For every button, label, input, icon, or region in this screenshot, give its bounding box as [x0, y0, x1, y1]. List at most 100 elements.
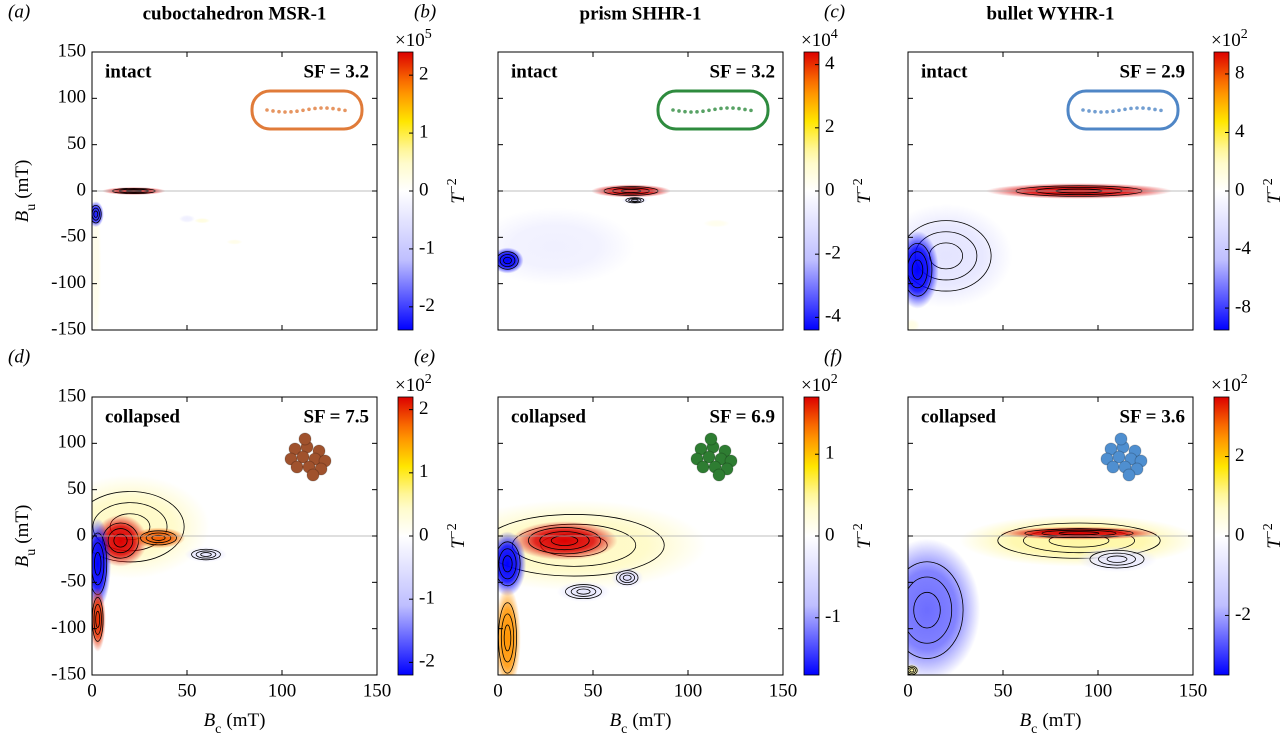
inset-particle	[298, 432, 312, 446]
inset-particle	[671, 108, 675, 112]
colorbar-label-part: −2	[851, 523, 866, 538]
contour-line	[93, 210, 99, 218]
sf-label: SF = 3.2	[709, 61, 775, 82]
inset-particle	[695, 110, 699, 114]
x-tick-label: 50	[994, 680, 1013, 701]
inset-outline	[250, 89, 364, 131]
state-label: collapsed	[511, 406, 586, 427]
contour-line	[191, 548, 221, 561]
y-tick-label: 50	[67, 478, 86, 499]
colorbar-tick-label: 2	[1235, 445, 1245, 466]
contour-line	[503, 624, 512, 652]
colorbar-tick-label: -2	[419, 651, 435, 672]
x-tick-label: 0	[903, 680, 913, 701]
contour-line	[502, 555, 513, 573]
y-tick-label: 100	[58, 87, 87, 108]
colorbar-tick-label: 0	[419, 179, 429, 200]
inset-particle	[701, 109, 705, 113]
contour-line	[200, 552, 212, 557]
inset-particle	[1117, 108, 1121, 113]
x-axis-label-part: c	[1031, 722, 1037, 737]
y-axis-label: Bu (mT)	[12, 505, 38, 568]
colorbar-label-part: −2	[1261, 523, 1276, 538]
inset-particle	[289, 110, 293, 114]
forc-peak	[179, 214, 195, 223]
inset-particle	[1159, 108, 1163, 113]
contour-line	[565, 584, 602, 600]
colorbar-exponent-part: 4	[831, 27, 838, 42]
contour-line	[1098, 552, 1136, 566]
contour-line	[909, 668, 915, 673]
inset-particle	[307, 107, 311, 112]
inset-particle	[343, 108, 347, 113]
contour-line	[615, 570, 639, 586]
colorbar-label-part: −2	[1261, 178, 1276, 193]
colorbar-exponent-part: ×10	[801, 375, 831, 396]
x-axis-label-part: (mT)	[632, 710, 671, 731]
colorbar-tick-label: 2	[419, 64, 429, 85]
contour-line	[908, 242, 933, 297]
inset-particle	[301, 108, 305, 113]
inset-particle	[725, 106, 729, 110]
inset-particle	[1081, 108, 1085, 112]
contour-line	[93, 552, 102, 576]
inset-particle	[265, 108, 269, 112]
x-tick-label: 0	[87, 680, 97, 701]
colorbar-label: T−2	[445, 523, 470, 548]
panel-title: bullet WYHR-1	[987, 3, 1115, 24]
contour-line	[570, 586, 597, 597]
forc-peak	[498, 586, 521, 675]
inset-particle	[677, 109, 681, 113]
inset-particle	[696, 460, 710, 474]
contour-line	[1058, 531, 1100, 536]
panel-label: (b)	[414, 1, 436, 22]
sf-label: SF = 3.2	[303, 61, 369, 82]
x-axis-label-part: B	[204, 710, 216, 731]
x-tick-label: 150	[363, 680, 392, 701]
y-tick-label: -100	[51, 617, 86, 638]
contour-line	[92, 204, 102, 224]
x-tick-label: 100	[1084, 680, 1113, 701]
colorbar-exponent: ×104	[801, 27, 838, 52]
y-axis-label-part: (mT)	[12, 160, 33, 199]
panel-label: (f)	[824, 346, 842, 367]
y-axis-label-part: u	[24, 549, 39, 556]
contour-line	[908, 251, 928, 289]
y-tick-label: -150	[51, 318, 86, 339]
x-axis-label-part: c	[215, 722, 221, 737]
inset-particle	[1141, 106, 1145, 110]
colorbar-exponent-part: 5	[425, 27, 432, 42]
contour-line	[498, 514, 665, 577]
colorbar-label-part: T	[1264, 537, 1285, 549]
contour-line	[499, 254, 516, 267]
colorbar-exponent-part: ×10	[395, 30, 425, 51]
y-tick-label: 150	[58, 385, 87, 406]
inset-particle	[1153, 107, 1157, 112]
forc-peak	[92, 518, 111, 610]
contour-line	[503, 256, 512, 265]
inset-particle	[325, 106, 329, 110]
contour-line	[528, 527, 602, 555]
x-tick-label: 0	[493, 680, 503, 701]
inset-particle	[271, 109, 275, 113]
contour-line	[195, 550, 217, 559]
forc-plot	[498, 397, 783, 675]
colorbar-tick-label: 2	[825, 116, 835, 137]
colorbar-tick-label: -2	[419, 295, 435, 316]
inset-particle	[719, 106, 723, 111]
inset-particle	[1147, 106, 1151, 111]
sf-label: SF = 6.9	[709, 406, 775, 427]
y-tick-label: -100	[51, 272, 86, 293]
forc-peak	[498, 247, 524, 274]
contour-line	[113, 533, 128, 548]
x-axis-label: Bc (mT)	[1020, 710, 1082, 736]
colorbar-tick-label: 0	[825, 524, 835, 545]
panel-label: (e)	[414, 346, 435, 367]
colorbar-label: T−2	[1261, 178, 1286, 203]
contour-line	[140, 530, 177, 546]
y-tick-label: -150	[51, 663, 86, 684]
colorbar-exponent-part: 2	[1241, 27, 1248, 42]
x-axis-label-part: (mT)	[1042, 710, 1081, 731]
contour-line	[95, 610, 101, 628]
